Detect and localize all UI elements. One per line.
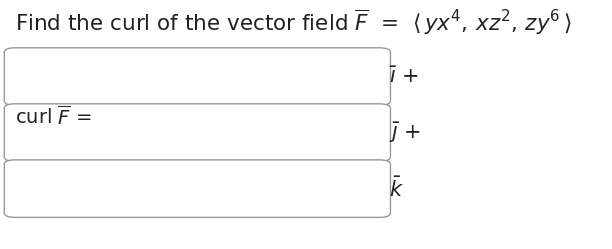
- FancyBboxPatch shape: [4, 160, 390, 217]
- Text: $\bar{\jmath}$ +: $\bar{\jmath}$ +: [389, 121, 420, 145]
- Text: curl $\overline{F}$ =: curl $\overline{F}$ =: [15, 105, 92, 129]
- FancyBboxPatch shape: [4, 104, 390, 161]
- Text: $\bar{\imath}$ +: $\bar{\imath}$ +: [389, 66, 419, 87]
- FancyBboxPatch shape: [4, 48, 390, 105]
- Text: $\bar{k}$: $\bar{k}$: [389, 177, 403, 201]
- Text: Find the curl of the vector field $\overline{F}$  =  $\langle\, yx^4,\, xz^2,\, : Find the curl of the vector field $\over…: [15, 7, 572, 37]
